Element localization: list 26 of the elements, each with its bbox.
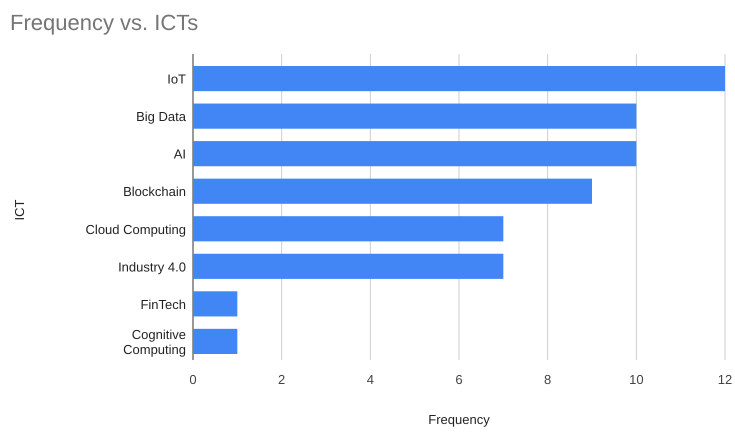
y-tick-label: Big Data <box>136 109 187 124</box>
y-axis-title: ICT <box>12 199 27 220</box>
bar <box>193 141 636 166</box>
x-tick-label: 2 <box>278 372 286 387</box>
bar <box>193 254 504 279</box>
x-tick-label: 8 <box>544 372 552 387</box>
bar <box>193 291 238 316</box>
x-axis-title: Frequency <box>428 412 490 427</box>
x-tick-label: 0 <box>189 372 197 387</box>
x-tick-label: 4 <box>366 372 374 387</box>
y-tick-label: Cognitive Computing <box>123 326 186 357</box>
x-tick-label: 6 <box>455 372 463 387</box>
y-tick-label: IoT <box>167 72 186 87</box>
bar <box>193 216 504 242</box>
y-tick-label: Blockchain <box>123 184 186 200</box>
bar <box>193 178 592 204</box>
y-tick-label: FinTech <box>140 296 186 312</box>
y-tick-label: Industry 4.0 <box>118 259 186 274</box>
x-tick-label: 10 <box>629 372 644 387</box>
chart-title: Frequency vs. ICTs <box>10 10 198 35</box>
y-tick-label: AI <box>174 146 186 162</box>
x-tick-label: 12 <box>718 372 732 387</box>
y-tick-label: Cloud Computing <box>86 222 186 237</box>
bar <box>193 66 725 92</box>
bar <box>193 104 636 129</box>
bar <box>193 328 238 354</box>
